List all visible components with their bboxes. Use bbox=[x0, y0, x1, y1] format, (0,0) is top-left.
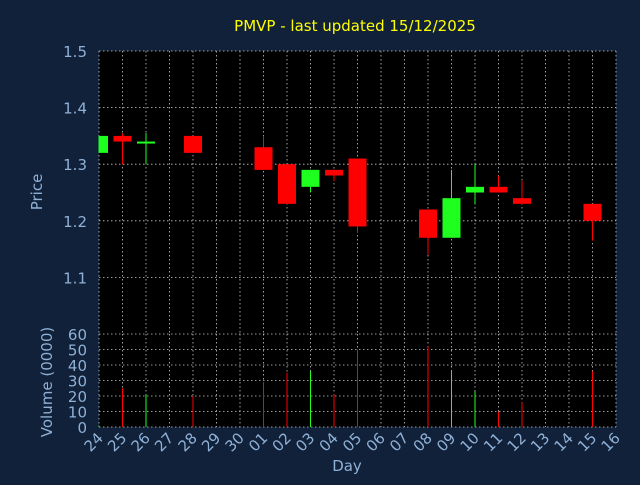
candle-body bbox=[184, 135, 202, 153]
candle-body bbox=[278, 164, 296, 204]
candle-body bbox=[442, 198, 461, 238]
price-y-tick-label: 1.3 bbox=[63, 156, 87, 174]
chart-title: PMVP - last updated 15/12/2025 bbox=[234, 17, 476, 35]
candle-body bbox=[113, 135, 132, 142]
price-y-axis-label: Price bbox=[28, 174, 46, 211]
volume-y-tick-label: 20 bbox=[68, 388, 87, 406]
candle-body bbox=[583, 203, 602, 221]
volume-y-tick-label: 50 bbox=[68, 342, 87, 360]
volume-y-tick-label: 0 bbox=[77, 419, 87, 437]
candle-body bbox=[489, 186, 508, 193]
candle-body bbox=[99, 135, 108, 153]
price-candles bbox=[98, 133, 602, 255]
candle-body bbox=[466, 186, 484, 193]
candle-body bbox=[419, 209, 437, 238]
price-y-tick-label: 1.4 bbox=[63, 100, 87, 118]
volume-y-tick-label: 30 bbox=[68, 373, 87, 391]
candle-body bbox=[325, 169, 343, 176]
candle-body bbox=[301, 169, 320, 187]
candle-body bbox=[137, 141, 155, 144]
volume-bars bbox=[98, 346, 593, 427]
price-y-tick-label: 1.2 bbox=[63, 213, 87, 231]
x-axis-label: Day bbox=[332, 457, 362, 475]
candle-body bbox=[348, 158, 367, 227]
price-y-tick-label: 1.1 bbox=[63, 269, 87, 287]
volume-y-tick-label: 60 bbox=[68, 326, 87, 344]
price-y-tick-label: 1.5 bbox=[63, 43, 87, 61]
volume-y-tick-label: 10 bbox=[68, 404, 87, 422]
volume-y-tick-label: 40 bbox=[68, 357, 87, 375]
price-y-ticks: 1.1 1.2 1.3 1.4 1.5 bbox=[63, 43, 87, 287]
x-ticks: 2425262728293001020304050607080910111213… bbox=[81, 429, 624, 455]
candle-body bbox=[513, 198, 531, 204]
volume-y-axis-label: Volume (0000) bbox=[38, 327, 56, 437]
candle-body bbox=[254, 147, 273, 170]
